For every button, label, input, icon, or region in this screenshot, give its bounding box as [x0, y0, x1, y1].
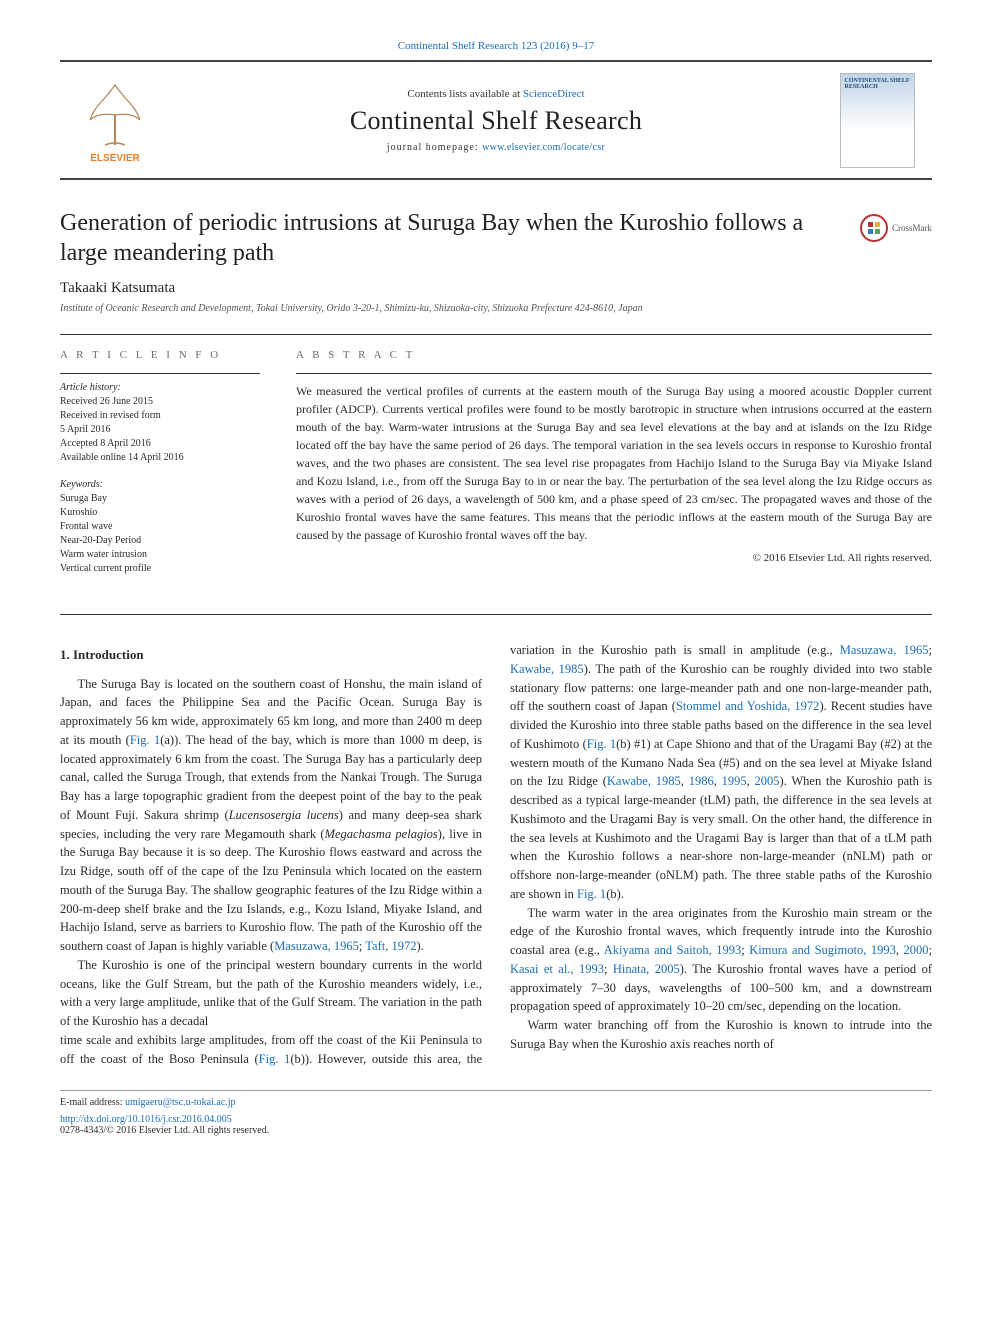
homepage-prefix: journal homepage: — [387, 142, 482, 153]
history-received: Received 26 June 2015 — [60, 395, 260, 409]
ref-kimura-sugimoto-1993[interactable]: Kimura and Sugimoto, 1993 — [749, 943, 896, 957]
author-name: Takaaki Katsumata — [60, 280, 932, 297]
journal-cover-thumbnail: CONTINENTAL SHELF RESEARCH — [840, 73, 915, 168]
section-1-heading: 1. Introduction — [60, 645, 482, 665]
keyword-3: Frontal wave — [60, 520, 260, 534]
article-title: Generation of periodic intrusions at Sur… — [60, 208, 848, 268]
title-row: Generation of periodic intrusions at Sur… — [60, 208, 932, 268]
journal-title: Continental Shelf Research — [350, 106, 642, 136]
journal-reference-link[interactable]: Continental Shelf Research 123 (2016) 9–… — [398, 40, 594, 52]
fig1-link-b[interactable]: Fig. 1 — [259, 1052, 291, 1066]
article-info-column: A R T I C L E I N F O Article history: R… — [60, 349, 260, 590]
contents-line: Contents lists available at ScienceDirec… — [407, 88, 584, 100]
journal-reference: Continental Shelf Research 123 (2016) 9–… — [60, 40, 932, 52]
ref-kasai-1993[interactable]: Kasai et al., 1993 — [510, 962, 604, 976]
ref-hinata-2005[interactable]: Hinata, 2005 — [613, 962, 680, 976]
ref-taft-1972[interactable]: Taft, 1972 — [365, 939, 416, 953]
p1-text-d: ), live in the Suruga Bay because it is … — [60, 827, 482, 954]
body-paragraph-1: The Suruga Bay is located on the souther… — [60, 675, 482, 956]
divider-top — [60, 334, 932, 335]
fig1-link-d[interactable]: Fig. 1 — [577, 887, 606, 901]
ref-masuzawa-1965-a[interactable]: Masuzawa, 1965 — [274, 939, 359, 953]
keyword-5: Warm water intrusion — [60, 548, 260, 562]
crossmark-circle-icon — [860, 214, 888, 242]
ref-kawabe-1985-b[interactable]: Kawabe, 1985 — [607, 774, 681, 788]
homepage-line: journal homepage: www.elsevier.com/locat… — [387, 142, 605, 153]
email-line: E-mail address: umigaeru@tsc.u-tokai.ac.… — [60, 1097, 932, 1108]
sciencedirect-link[interactable]: ScienceDirect — [523, 88, 585, 100]
cover-thumb-cell: CONTINENTAL SHELF RESEARCH — [822, 62, 932, 178]
divider-bottom — [60, 614, 932, 615]
info-divider-1 — [60, 373, 260, 374]
ref-akiyama-saitoh-1993[interactable]: Akiyama and Saitoh, 1993 — [604, 943, 742, 957]
p1-italic-1: Lucensosergia lucens — [229, 808, 339, 822]
ref-stommel-yoshida-1972[interactable]: Stommel and Yoshida, 1972 — [676, 699, 820, 713]
keywords-label: Keywords: — [60, 479, 260, 490]
keyword-6: Vertical current profile — [60, 562, 260, 576]
ref-kimura-sugimoto-2000[interactable]: 2000 — [904, 943, 929, 957]
homepage-link[interactable]: www.elsevier.com/locate/csr — [482, 142, 605, 153]
publisher-logo-cell: ELSEVIER — [60, 62, 170, 178]
history-online: Available online 14 April 2016 — [60, 451, 260, 465]
p2-text-h: (b). — [606, 887, 624, 901]
history-accepted: Accepted 8 April 2016 — [60, 437, 260, 451]
abstract-column: A B S T R A C T We measured the vertical… — [296, 349, 932, 590]
p1-italic-2: Megachasma pelagios — [325, 827, 438, 841]
abstract-divider — [296, 373, 932, 374]
p2-text-a: The Kuroshio is one of the principal wes… — [60, 958, 482, 1028]
ref-kawabe-1986[interactable]: 1986 — [689, 774, 714, 788]
keyword-1: Suruga Bay — [60, 492, 260, 506]
journal-header: ELSEVIER Contents lists available at Sci… — [60, 60, 932, 180]
body-paragraph-2a: The Kuroshio is one of the principal wes… — [60, 956, 482, 1031]
article-info-heading: A R T I C L E I N F O — [60, 349, 260, 361]
ref-masuzawa-1965-b[interactable]: Masuzawa, 1965 — [840, 643, 929, 657]
elsevier-wordmark: ELSEVIER — [90, 153, 140, 164]
ref-kawabe-1985-a[interactable]: Kawabe, 1985 — [510, 662, 584, 676]
body-columns: 1. Introduction The Suruga Bay is locate… — [60, 641, 932, 1068]
doi-line: http://dx.doi.org/10.1016/j.csr.2016.04.… — [60, 1114, 932, 1125]
keywords-block: Keywords: Suruga Bay Kuroshio Frontal wa… — [60, 479, 260, 576]
p4-text-a: Warm water branching off from the Kurosh… — [510, 1018, 932, 1051]
history-revised-2: 5 April 2016 — [60, 423, 260, 437]
abstract-heading: A B S T R A C T — [296, 349, 932, 361]
crossmark-badge[interactable]: CrossMark — [860, 214, 932, 242]
ref-kawabe-2005[interactable]: 2005 — [755, 774, 780, 788]
doi-link[interactable]: http://dx.doi.org/10.1016/j.csr.2016.04.… — [60, 1114, 232, 1125]
author-email-link[interactable]: umigaeru@tsc.u-tokai.ac.jp — [125, 1097, 236, 1108]
author-affiliation: Institute of Oceanic Research and Develo… — [60, 303, 932, 314]
crossmark-label: CrossMark — [892, 223, 932, 233]
body-paragraph-4: Warm water branching off from the Kurosh… — [510, 1016, 932, 1054]
cover-title: CONTINENTAL SHELF RESEARCH — [845, 78, 910, 91]
p1-text-e: ). — [416, 939, 423, 953]
article-history-block: Article history: Received 26 June 2015 R… — [60, 382, 260, 465]
abstract-text: We measured the vertical profiles of cur… — [296, 382, 932, 544]
header-center: Contents lists available at ScienceDirec… — [170, 62, 822, 178]
keyword-2: Kuroshio — [60, 506, 260, 520]
body-paragraph-3: The warm water in the area originates fr… — [510, 904, 932, 1017]
email-label: E-mail address: — [60, 1097, 125, 1108]
keyword-4: Near-20-Day Period — [60, 534, 260, 548]
history-label: Article history: — [60, 382, 260, 393]
abstract-copyright: © 2016 Elsevier Ltd. All rights reserved… — [296, 552, 932, 564]
fig1-link-c[interactable]: Fig. 1 — [587, 737, 616, 751]
info-abstract-row: A R T I C L E I N F O Article history: R… — [60, 349, 932, 590]
page-footer: E-mail address: umigaeru@tsc.u-tokai.ac.… — [60, 1090, 932, 1136]
ref-kawabe-1995[interactable]: 1995 — [722, 774, 747, 788]
history-revised-1: Received in revised form — [60, 409, 260, 423]
contents-prefix: Contents lists available at — [407, 88, 522, 100]
crossmark-inner-icon — [866, 220, 882, 236]
fig1-link-a[interactable]: Fig. 1 — [130, 733, 160, 747]
p2-text-g: ). When the Kuroshio path is described a… — [510, 774, 932, 901]
elsevier-tree-logo-icon: ELSEVIER — [75, 75, 155, 165]
issn-copyright: 0278-4343/© 2016 Elsevier Ltd. All right… — [60, 1125, 932, 1136]
